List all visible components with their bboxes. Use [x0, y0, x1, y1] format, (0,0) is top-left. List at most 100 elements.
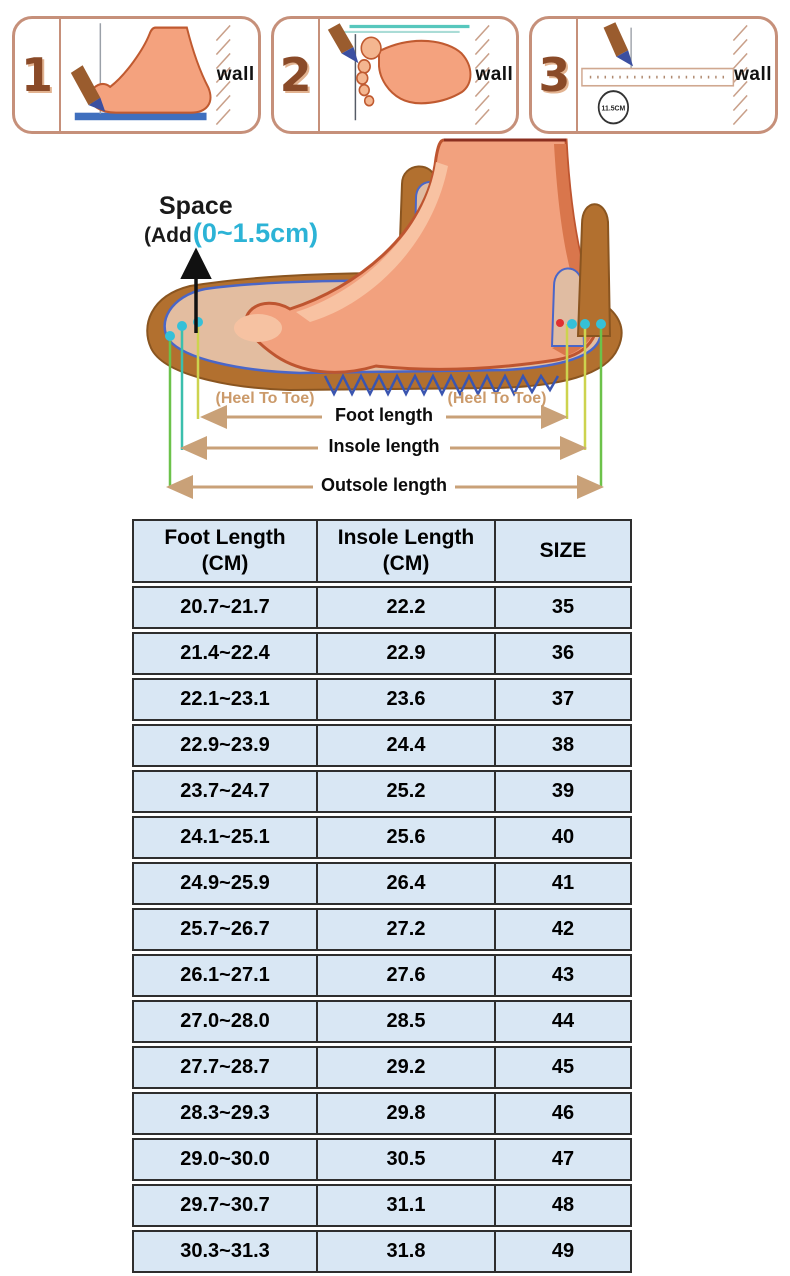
measure-point-dots — [165, 317, 606, 341]
table-cell: 41 — [496, 862, 632, 905]
table-cell: 22.1~23.1 — [132, 678, 318, 721]
table-cell: 24.4 — [318, 724, 496, 767]
table-cell: 48 — [496, 1184, 632, 1227]
ruler-measure-icon: 11.5CM — [581, 22, 749, 126]
table-row: 23.7~24.7 25.2 39 — [132, 770, 632, 813]
table-header-row: Foot Length (CM) Insole Length (CM) SIZE — [132, 519, 632, 583]
header-line: (CM) — [382, 552, 430, 575]
header-line: (CM) — [201, 552, 249, 575]
wall-label: wall — [475, 64, 514, 85]
size-table-body: 20.7~21.7 22.2 35 21.4~22.4 22.9 36 22.1~23.1 2… — [132, 586, 632, 1273]
table-cell: 27.0~28.0 — [132, 1000, 318, 1043]
table-cell: 47 — [496, 1138, 632, 1181]
foot-length-label: Foot length — [327, 405, 441, 426]
header-line: Foot Length — [164, 525, 286, 549]
space-add-row: (Add (0~1.5cm) — [144, 218, 318, 249]
foot-shape — [89, 26, 212, 114]
table-cell: 38 — [496, 724, 632, 767]
measure-step-panel-3: 3 11.5CM wall — [529, 16, 779, 134]
heel-to-toe-right-label: (Heel To Toe) — [447, 390, 547, 407]
heel-to-toe-left-label: (Heel To Toe) — [215, 390, 315, 407]
measure-value-circle — [598, 90, 630, 125]
table-cell: 26.4 — [318, 862, 496, 905]
insole-length-label: Insole length — [320, 436, 448, 457]
table-cell: 27.6 — [318, 954, 496, 997]
measure-step-panel-2: 2 wall — [270, 16, 520, 134]
table-cell: 25.7~26.7 — [132, 908, 318, 951]
wall-label: wall — [734, 64, 773, 85]
table-cell: 28.5 — [318, 1000, 496, 1043]
table-cell: 24.1~25.1 — [132, 816, 318, 859]
foot-measure-diagram: Space (Add (0~1.5cm) (Heel To Toe) (Heel… — [0, 136, 790, 508]
pencil-icon — [327, 23, 354, 54]
table-cell: 30.3~31.3 — [132, 1230, 318, 1273]
table-cell: 29.0~30.0 — [132, 1138, 318, 1181]
pencil-tip-icon — [88, 97, 106, 112]
foot-shape — [377, 39, 472, 105]
table-cell: 29.8 — [318, 1092, 496, 1135]
table-cell: 43 — [496, 954, 632, 997]
foot-shoe-illustration — [146, 138, 623, 499]
pencil-icon — [603, 22, 629, 57]
table-cell: 40 — [496, 816, 632, 859]
table-cell: 25.6 — [318, 816, 496, 859]
table-cell: 28.3~29.3 — [132, 1092, 318, 1135]
measure-step-panel-1: 1 wall — [12, 16, 261, 134]
table-cell: 21.4~22.4 — [132, 632, 318, 675]
size-table: Foot Length (CM) Insole Length (CM) SIZE… — [132, 516, 632, 1276]
step-2-illustration: wall — [320, 19, 517, 131]
heel-point-dot — [556, 319, 564, 327]
table-cell: 23.6 — [318, 678, 496, 721]
table-row: 22.1~23.1 23.6 37 — [132, 678, 632, 721]
table-cell: 22.9~23.9 — [132, 724, 318, 767]
table-cell: 27.7~28.7 — [132, 1046, 318, 1089]
table-cell: 25.2 — [318, 770, 496, 813]
table-cell: 46 — [496, 1092, 632, 1135]
pencil-icon — [70, 65, 101, 106]
header-line: SIZE — [539, 538, 587, 562]
table-cell: 30.5 — [318, 1138, 496, 1181]
table-cell: 23.7~24.7 — [132, 770, 318, 813]
shoe-strap-right — [576, 203, 612, 337]
header-insole-length: Insole Length (CM) — [318, 519, 496, 583]
table-cell: 20.7~21.7 — [132, 586, 318, 629]
table-cell: 31.1 — [318, 1184, 496, 1227]
table-row: 29.7~30.7 31.1 48 — [132, 1184, 632, 1227]
header-foot-length: Foot Length (CM) — [132, 519, 318, 583]
pencil-tip-icon — [616, 50, 634, 67]
table-cell: 35 — [496, 586, 632, 629]
foot-highlight — [296, 162, 448, 322]
table-row: 27.0~28.0 28.5 44 — [132, 1000, 632, 1043]
step-number: 1 — [15, 19, 61, 131]
table-cell: 29.7~30.7 — [132, 1184, 318, 1227]
add-range-label: (0~1.5cm) — [192, 218, 319, 248]
table-row: 20.7~21.7 22.2 35 — [132, 586, 632, 629]
header-size: SIZE — [496, 519, 632, 583]
tread-zigzag — [323, 373, 560, 397]
table-row: 24.9~25.9 26.4 41 — [132, 862, 632, 905]
floor-ruler-bar — [74, 112, 207, 121]
table-row: 30.3~31.3 31.8 49 — [132, 1230, 632, 1273]
table-cell: 31.8 — [318, 1230, 496, 1273]
step-number: 2 — [274, 19, 320, 131]
table-row: 25.7~26.7 27.2 42 — [132, 908, 632, 951]
table-cell: 44 — [496, 1000, 632, 1043]
step-3-illustration: 11.5CM wall — [578, 19, 775, 131]
ruler-measure-value: 11.5CM — [602, 103, 626, 112]
table-cell: 24.9~25.9 — [132, 862, 318, 905]
step-number: 3 — [532, 19, 579, 131]
table-row: 28.3~29.3 29.8 46 — [132, 1092, 632, 1135]
space-label: Space — [159, 192, 233, 220]
table-row: 24.1~25.1 25.6 40 — [132, 816, 632, 859]
table-cell: 29.2 — [318, 1046, 496, 1089]
table-cell: 42 — [496, 908, 632, 951]
table-cell: 22.9 — [318, 632, 496, 675]
table-row: 27.7~28.7 29.2 45 — [132, 1046, 632, 1089]
table-row: 21.4~22.4 22.9 36 — [132, 632, 632, 675]
pencil-tip-icon — [341, 47, 359, 64]
table-row: 26.1~27.1 27.6 43 — [132, 954, 632, 997]
wall-hatch-icon — [215, 24, 231, 126]
measure-steps-row: 1 wall 2 — [0, 0, 790, 134]
outsole-length-label: Outsole length — [313, 475, 455, 496]
table-cell: 45 — [496, 1046, 632, 1089]
